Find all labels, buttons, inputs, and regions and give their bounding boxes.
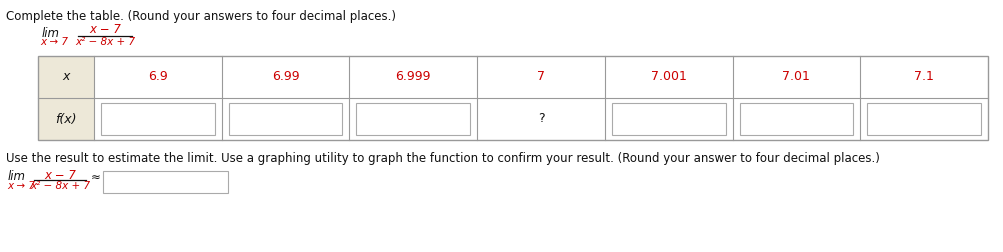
Bar xyxy=(38,56,987,140)
Bar xyxy=(103,171,228,193)
Text: lim: lim xyxy=(42,27,60,40)
Text: ?: ? xyxy=(538,112,544,125)
Text: x: x xyxy=(62,71,69,83)
Bar xyxy=(229,103,342,135)
Text: 6.999: 6.999 xyxy=(395,71,430,83)
Text: 6.99: 6.99 xyxy=(272,71,299,83)
Text: 7.001: 7.001 xyxy=(650,71,686,83)
Text: f(x): f(x) xyxy=(55,112,76,125)
Text: Use the result to estimate the limit. Use a graphing utility to graph the functi: Use the result to estimate the limit. Us… xyxy=(6,152,879,165)
Text: ≈: ≈ xyxy=(91,172,100,184)
Bar xyxy=(101,103,215,135)
Text: 7.01: 7.01 xyxy=(781,71,809,83)
Text: x − 7: x − 7 xyxy=(89,23,120,36)
Text: x → 7: x → 7 xyxy=(40,37,68,47)
Text: x → 7: x → 7 xyxy=(7,181,35,191)
Bar xyxy=(611,103,725,135)
Bar xyxy=(739,103,853,135)
Text: 6.9: 6.9 xyxy=(147,71,168,83)
Text: Complete the table. (Round your answers to four decimal places.): Complete the table. (Round your answers … xyxy=(6,10,395,23)
Text: x² − 8x + 7: x² − 8x + 7 xyxy=(75,37,135,47)
Bar xyxy=(356,103,469,135)
Text: x − 7: x − 7 xyxy=(44,169,76,182)
Text: x² − 8x + 7: x² − 8x + 7 xyxy=(30,181,90,191)
Text: 7.1: 7.1 xyxy=(914,71,933,83)
Text: 7: 7 xyxy=(537,71,545,83)
Bar xyxy=(867,103,980,135)
Bar xyxy=(38,56,94,140)
Text: lim: lim xyxy=(8,170,26,183)
